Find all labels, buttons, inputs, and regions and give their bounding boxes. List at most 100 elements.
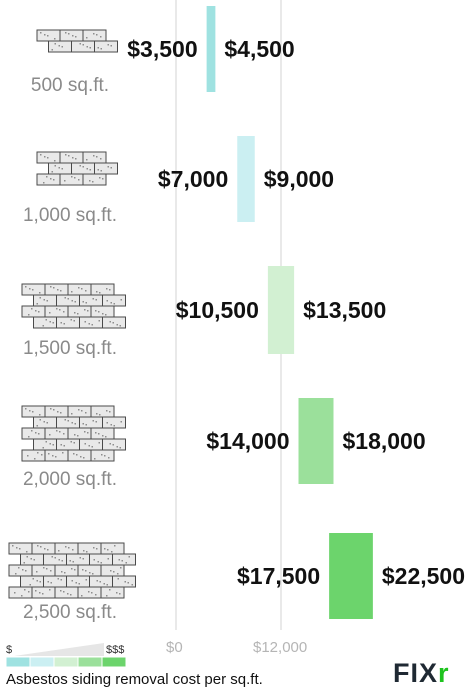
brick-speckle bbox=[24, 589, 26, 591]
brick-speckle bbox=[43, 299, 45, 301]
brick bbox=[31, 586, 56, 599]
brick-speckle bbox=[82, 301, 84, 303]
brick-speckle bbox=[60, 412, 62, 414]
bar-low-label: $14,000 bbox=[206, 428, 290, 454]
brick bbox=[82, 173, 107, 186]
logo-text: FIX bbox=[393, 658, 439, 688]
brick-speckle bbox=[70, 319, 72, 321]
brick-speckle bbox=[85, 412, 87, 414]
brick-speckle bbox=[63, 591, 65, 593]
brick-speckle bbox=[83, 550, 85, 552]
brick-speckle bbox=[43, 182, 45, 184]
brick bbox=[43, 575, 67, 588]
brick-speckle bbox=[96, 580, 98, 582]
brick bbox=[90, 305, 115, 318]
brick-speckle bbox=[103, 583, 105, 585]
brick-speckle bbox=[30, 558, 32, 560]
brick-speckle bbox=[78, 179, 80, 181]
brick-speckle bbox=[60, 590, 62, 592]
brick-speckle bbox=[34, 458, 36, 460]
brick-speckle bbox=[109, 321, 111, 323]
brick bbox=[90, 427, 115, 440]
brick-speckle bbox=[60, 444, 62, 446]
brick-speckle bbox=[85, 290, 87, 292]
brick-speckle bbox=[100, 36, 102, 38]
brick-speckle bbox=[89, 47, 91, 49]
brick-speckle bbox=[40, 154, 42, 156]
brick-speckle bbox=[85, 570, 87, 572]
brick-speckle bbox=[107, 549, 109, 551]
brick-speckle bbox=[88, 445, 90, 447]
brick-speckle bbox=[71, 300, 73, 302]
brick-speckle bbox=[113, 571, 115, 573]
brick-speckle bbox=[35, 432, 37, 434]
brick-speckle bbox=[46, 422, 48, 424]
brick bbox=[79, 438, 103, 451]
brick-speckle bbox=[119, 447, 121, 449]
brick-speckle bbox=[97, 47, 99, 49]
brick-speckle bbox=[116, 592, 118, 594]
range-bar bbox=[237, 136, 255, 222]
brick-speckle bbox=[100, 48, 102, 50]
brick-speckle bbox=[46, 568, 48, 570]
brick-speckle bbox=[88, 591, 90, 593]
brick-speckle bbox=[77, 313, 79, 315]
brick-speckle bbox=[55, 456, 57, 458]
brick bbox=[100, 586, 125, 599]
brick-speckle bbox=[79, 165, 81, 167]
brick-speckle bbox=[88, 323, 90, 325]
brick-speckle bbox=[74, 301, 76, 303]
brick-speckle bbox=[25, 570, 27, 572]
brick-speckle bbox=[107, 44, 109, 46]
brick-speckle bbox=[28, 436, 30, 438]
brick-speckle bbox=[109, 411, 111, 413]
brick-speckle bbox=[118, 559, 120, 561]
brick-speckle bbox=[73, 442, 75, 444]
brick-speckle bbox=[57, 411, 59, 413]
brick-speckle bbox=[63, 445, 65, 447]
brick-speckle bbox=[28, 591, 30, 593]
brick bbox=[100, 564, 125, 577]
brick-speckle bbox=[63, 323, 65, 325]
brick-speckle bbox=[61, 46, 63, 48]
brick-speckle bbox=[18, 567, 20, 569]
brick-speckle bbox=[61, 571, 63, 573]
brick-wall-icon bbox=[21, 405, 126, 462]
category-label: 2,500 sq.ft. bbox=[22, 602, 117, 623]
x-tick-label: $12,000 bbox=[253, 639, 308, 656]
brick-speckle bbox=[59, 431, 61, 433]
brick-speckle bbox=[43, 421, 45, 423]
brick-speckle bbox=[128, 556, 130, 558]
brick-speckle bbox=[107, 166, 109, 168]
brick-speckle bbox=[85, 302, 87, 304]
brick-speckle bbox=[87, 432, 89, 434]
brick-speckle bbox=[102, 313, 104, 315]
category-label: 1,500 sq.ft. bbox=[22, 338, 117, 359]
brick-speckle bbox=[54, 43, 56, 45]
cost-ramp-icon bbox=[14, 643, 104, 656]
brick-speckle bbox=[120, 421, 122, 423]
brick-speckle bbox=[100, 158, 102, 160]
brick-speckle bbox=[64, 419, 66, 421]
brick bbox=[54, 586, 79, 599]
brick-speckle bbox=[78, 287, 80, 289]
brick-speckle bbox=[71, 413, 73, 415]
brick-wall-icon bbox=[8, 542, 136, 599]
brick bbox=[90, 405, 115, 418]
brick-speckle bbox=[42, 325, 44, 327]
logo-accent: r bbox=[438, 658, 450, 688]
brick-speckle bbox=[110, 424, 112, 426]
brick-speckle bbox=[106, 584, 108, 586]
brick-speckle bbox=[131, 584, 133, 586]
brick-speckle bbox=[110, 167, 112, 169]
brick-speckle bbox=[71, 422, 73, 424]
brick-speckle bbox=[84, 309, 86, 311]
brick-speckle bbox=[101, 454, 103, 456]
brick-speckle bbox=[51, 556, 53, 558]
brick-speckle bbox=[53, 409, 55, 411]
brick-speckle bbox=[120, 299, 122, 301]
brick-speckle bbox=[74, 434, 76, 436]
brick-speckle bbox=[47, 549, 49, 551]
brick-speckle bbox=[96, 156, 98, 158]
brick bbox=[31, 542, 56, 555]
